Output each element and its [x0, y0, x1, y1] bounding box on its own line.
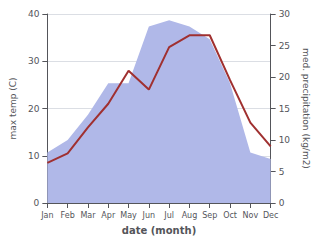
svg-text:0: 0	[279, 198, 285, 208]
svg-text:0: 0	[34, 198, 40, 208]
svg-text:5: 5	[279, 167, 285, 177]
svg-text:Nov: Nov	[243, 211, 259, 220]
svg-text:15: 15	[279, 104, 290, 114]
svg-text:Feb: Feb	[61, 211, 75, 220]
svg-text:Jan: Jan	[40, 211, 53, 220]
svg-text:40: 40	[28, 9, 40, 19]
svg-text:Dec: Dec	[263, 211, 278, 220]
svg-text:max temp (C): max temp (C)	[8, 77, 18, 139]
svg-text:Oct: Oct	[223, 211, 237, 220]
svg-text:med. precipitation (kg/m2): med. precipitation (kg/m2)	[301, 48, 311, 169]
svg-text:May: May	[120, 211, 137, 220]
svg-text:30: 30	[28, 56, 40, 66]
svg-text:10: 10	[279, 135, 291, 145]
svg-text:Aug: Aug	[182, 211, 198, 220]
svg-text:Jun: Jun	[142, 211, 156, 220]
svg-text:Jul: Jul	[163, 211, 174, 220]
svg-text:25: 25	[279, 41, 290, 51]
svg-text:Sep: Sep	[202, 211, 217, 220]
svg-text:30: 30	[279, 9, 291, 19]
svg-text:20: 20	[28, 104, 40, 114]
svg-text:Mar: Mar	[80, 211, 96, 220]
svg-text:10: 10	[28, 151, 40, 161]
svg-text:date (month): date (month)	[122, 225, 196, 236]
svg-text:20: 20	[279, 72, 291, 82]
svg-text:Apr: Apr	[101, 211, 116, 220]
